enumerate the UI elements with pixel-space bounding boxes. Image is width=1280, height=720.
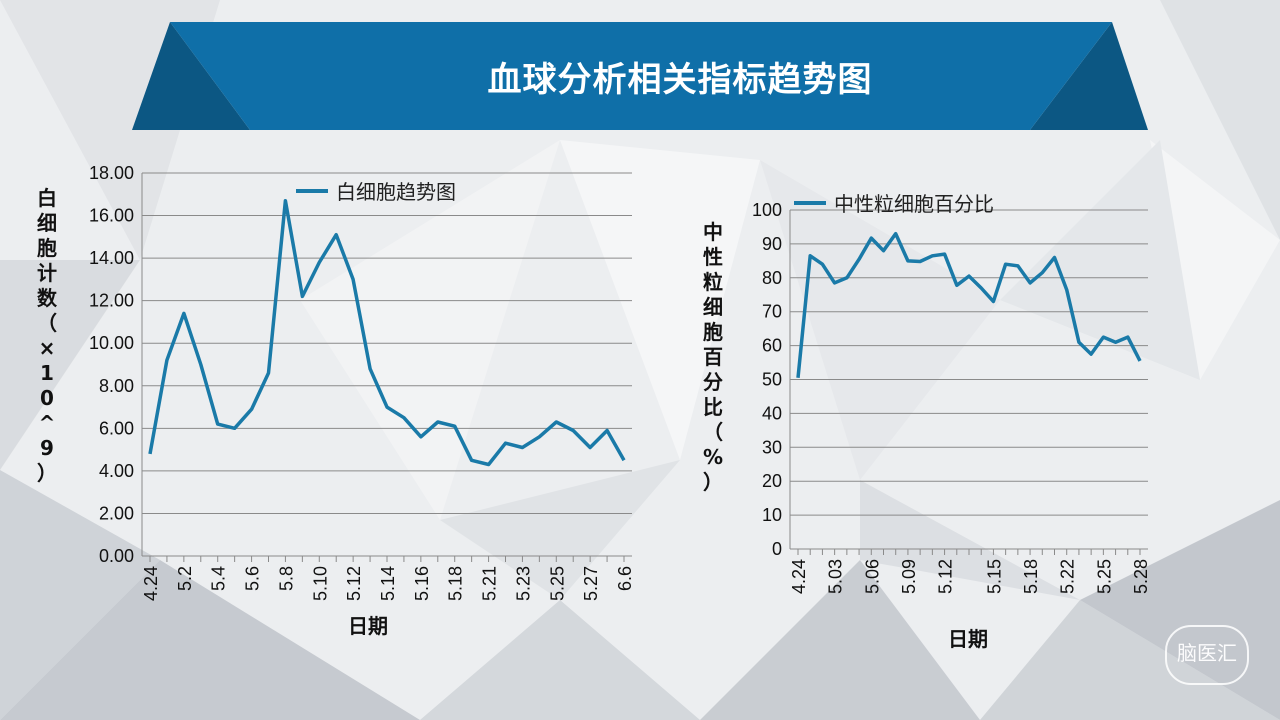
y-tick-label: 18.00 — [89, 163, 134, 183]
y-tick-label: 100 — [752, 200, 782, 220]
wbc-legend: 白细胞趋势图 — [296, 176, 456, 205]
x-tick-label: 4.24 — [789, 559, 809, 594]
neutrophil-y-axis-label-char: 性 — [703, 245, 723, 269]
wbc-y-axis-label-char: 细 — [37, 211, 57, 235]
y-tick-label: 90 — [762, 234, 782, 254]
x-tick-label: 5.03 — [826, 559, 846, 594]
x-tick-label: 5.4 — [209, 566, 229, 591]
y-tick-label: 0 — [772, 539, 782, 559]
neutrophil-chart: 0 10 20 30 40 50 60 70 80 90 100 4.24 5.03 5.06 5.09 5.… — [752, 200, 1151, 594]
series-line — [796, 231, 1142, 378]
banner-right-fold — [1030, 22, 1148, 130]
banner-left-fold — [132, 22, 250, 130]
y-tick-label: 10 — [762, 505, 782, 525]
neutrophil-y-axis-label-char: 分 — [703, 370, 723, 394]
x-tick-label: 5.8 — [276, 566, 296, 591]
neutrophil-y-axis-label-char: 百 — [703, 345, 723, 369]
banner-band — [170, 22, 1112, 130]
x-tick-label: 5.18 — [446, 566, 466, 601]
watermark-logo: 脑医汇 — [1165, 625, 1249, 685]
neutrophil-x-axis-label: 日期 — [948, 627, 988, 651]
wbc-y-axis-label-char: （ — [37, 311, 57, 335]
x-tick-label: 5.14 — [378, 566, 398, 601]
wbc-legend-label: 白细胞趋势图 — [336, 180, 456, 204]
wbc-y-axis-label-char: 9 — [40, 436, 54, 460]
neutrophil-y-axis-label-char: ） — [703, 470, 723, 494]
y-tick-label: 0.00 — [99, 546, 134, 566]
y-tick-label: 16.00 — [89, 206, 134, 226]
wbc-y-axis-label-char: 白 — [37, 186, 57, 210]
x-tick-label: 5.28 — [1131, 559, 1151, 594]
title-banner — [132, 22, 1148, 130]
neutrophil-legend: 中性粒细胞百分比 — [794, 188, 994, 217]
x-tick-label: 5.12 — [344, 566, 364, 601]
x-tick-label: 6.6 — [615, 566, 635, 591]
series-line — [148, 198, 626, 467]
y-tick-label: 60 — [762, 336, 782, 356]
x-tick-label: 5.16 — [412, 566, 432, 601]
wbc-y-axis-label: 白细胞计数（× 1 0 ^ 9） — [34, 186, 60, 486]
wbc-y-axis-label-char: ） — [37, 461, 57, 485]
y-tick-label: 14.00 — [89, 248, 134, 268]
x-tick-label: 5.2 — [175, 566, 195, 591]
wbc-chart: 0.00 2.00 4.00 6.00 8.00 10.00 12.00 14.00 16.00… — [89, 163, 635, 601]
neutrophil-legend-swatch — [794, 200, 826, 205]
wbc-y-axis-label-char: 计 — [37, 261, 57, 285]
wbc-x-axis-label: 日期 — [348, 614, 388, 638]
y-tick-label: 12.00 — [89, 291, 134, 311]
x-tick-label: 5.10 — [310, 566, 330, 601]
y-tick-label: 30 — [762, 437, 782, 457]
y-tick-label: 80 — [762, 268, 782, 288]
neutrophil-y-axis-label-char: % — [702, 445, 724, 469]
y-tick-label: 20 — [762, 471, 782, 491]
neutrophil-y-axis-label-char: 胞 — [703, 320, 723, 344]
x-tick-label: 5.23 — [513, 566, 533, 601]
x-tick-label: 5.27 — [581, 566, 601, 601]
wbc-y-axis-label-char: × — [38, 336, 56, 360]
x-tick-label: 5.21 — [480, 566, 500, 601]
x-tick-label: 5.22 — [1058, 559, 1078, 594]
x-tick-label: 5.09 — [899, 559, 919, 594]
neutrophil-y-axis-label-char: 粒 — [703, 270, 723, 294]
neutrophil-y-axis-label-char: 中 — [703, 220, 723, 244]
neutrophil-y-axis-label: 中性粒细胞百分比（%） — [700, 220, 726, 495]
x-tick-label: 4.24 — [141, 566, 161, 601]
neutrophil-legend-label: 中性粒细胞百分比 — [834, 192, 994, 216]
neutrophil-y-axis-label-char: （ — [703, 420, 723, 444]
x-tick-label: 5.25 — [547, 566, 567, 601]
y-tick-label: 6.00 — [99, 418, 134, 438]
y-tick-label: 2.00 — [99, 503, 134, 523]
neutrophil-y-axis-label-char: 比 — [703, 395, 723, 419]
x-tick-label: 5.12 — [936, 559, 956, 594]
y-tick-label: 40 — [762, 403, 782, 423]
y-tick-label: 4.00 — [99, 461, 134, 481]
y-tick-label: 50 — [762, 370, 782, 390]
x-tick-label: 5.25 — [1094, 559, 1114, 594]
wbc-y-axis-label-char: 数 — [37, 286, 57, 310]
wbc-y-axis-label-char: ^ — [38, 411, 56, 435]
y-tick-label: 8.00 — [99, 376, 134, 396]
y-tick-label: 10.00 — [89, 333, 134, 353]
x-tick-label: 5.15 — [984, 559, 1004, 594]
x-tick-label: 5.18 — [1021, 559, 1041, 594]
x-tick-label: 5.06 — [862, 559, 882, 594]
neutrophil-y-axis-label-char: 细 — [703, 295, 723, 319]
wbc-y-axis-label-char: 0 — [40, 386, 54, 410]
wbc-legend-swatch — [296, 188, 328, 193]
x-tick-label: 5.6 — [243, 566, 263, 591]
wbc-y-axis-label-char: 胞 — [37, 236, 57, 260]
y-tick-label: 70 — [762, 302, 782, 322]
wbc-y-axis-label-char: 1 — [40, 361, 54, 385]
page-title: 血球分析相关指标趋势图 — [487, 60, 873, 100]
